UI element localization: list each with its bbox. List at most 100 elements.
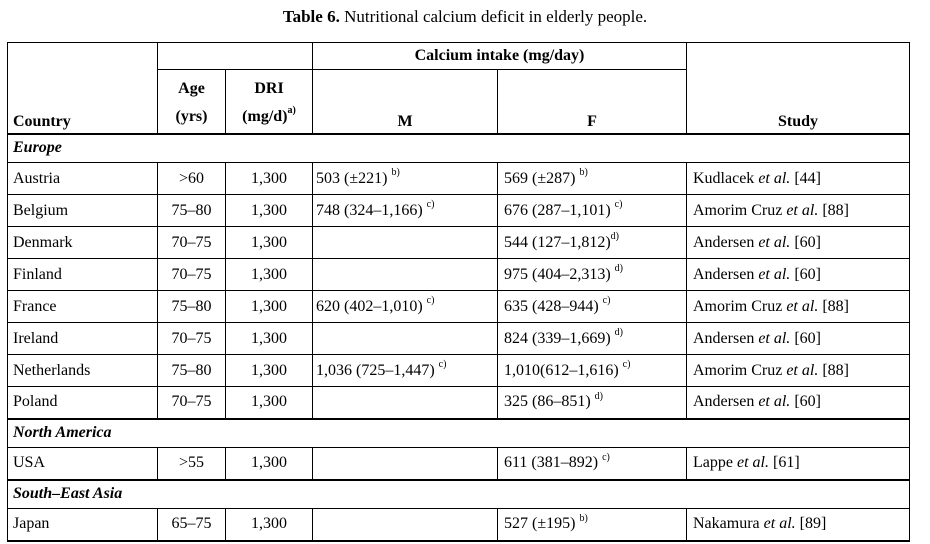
cell-male-intake: 503 (±221) b) [312,162,498,195]
cell-male-intake [312,226,498,259]
study-authors: Amorim Cruz [693,361,787,379]
cell-female-intake: 676 (287–1,101) c) [497,194,687,227]
study-authors: Kudlacek [693,169,759,187]
study-etal: et al. [758,329,791,347]
footnote-marker: b) [391,167,400,179]
country-row: Belgium 75–80 1,300 748 (324–1,166) c) 676 (… [7,194,910,227]
cell-dri: 1,300 [225,354,313,387]
study-reference: [61] [768,454,800,472]
col-header-study: Study [686,42,910,135]
cell-dri: 1,300 [225,162,313,195]
age-header-line2: (yrs) [175,107,208,125]
cell-age: 65–75 [157,508,226,541]
cell-age: 75–80 [157,354,226,387]
study-authors: Lappe [693,454,737,472]
region-row: South–East Asia [7,478,910,509]
dri-footnote-marker: a) [287,105,296,117]
cell-dri: 1,300 [225,258,313,291]
study-reference: [88] [818,297,849,315]
cell-male-intake [312,258,498,291]
cell-country: Japan [7,508,158,541]
footnote-marker: c) [438,359,447,371]
study-reference: [88] [818,361,849,379]
country-row: Poland 70–75 1,300 325 (86–851) d) Andersen … [7,386,910,419]
study-reference: [60] [790,329,821,347]
cell-study: Andersen et al. [60] [686,322,910,355]
cell-study: Amorim Cruz et al. [88] [686,194,910,227]
country-row: Netherlands 75–80 1,300 1,036 (725–1,447) c… [7,354,910,387]
cell-female-intake: 611 (381–892) c) [497,447,687,480]
intake-value: 569 (±287) [504,169,580,187]
region-label: South–East Asia [7,478,910,509]
cell-female-intake: 325 (86–851) d) [497,386,687,419]
study-reference: [88] [818,201,849,219]
cell-male-intake: 620 (402–1,010) c) [312,290,498,323]
intake-value: 635 (428–944) [504,297,603,315]
cell-country: Austria [7,162,158,195]
cell-study: Nakamura et al. [89] [686,508,910,541]
cell-female-intake: 635 (428–944) c) [497,290,687,323]
cell-age: 70–75 [157,386,226,419]
cell-age: 70–75 [157,226,226,259]
cell-country: Finland [7,258,158,291]
region-label: North America [7,417,910,448]
study-etal: et al. [786,361,819,379]
study-etal: et al. [763,515,796,533]
table-caption-text: Nutritional calcium deficit in elderly p… [339,7,648,26]
dri-header-unit: (mg/d) [242,107,288,125]
cell-male-intake [312,386,498,419]
cell-age: 75–80 [157,194,226,227]
footnote-marker: c) [622,359,631,371]
intake-value: 325 (86–851) [504,393,595,411]
cell-age: 70–75 [157,322,226,355]
footnote-marker: c) [614,199,623,211]
cell-female-intake: 975 (404–2,313) d) [497,258,687,291]
cell-study: Andersen et al. [60] [686,258,910,291]
col-header-country: Country [7,42,158,135]
cell-study: Amorim Cruz et al. [88] [686,290,910,323]
col-group-calcium-intake: Calcium intake (mg/day) [312,42,687,70]
cell-dri: 1,300 [225,290,313,323]
header-spacer-cell [157,42,313,70]
footnote-marker: b) [579,512,588,524]
footnote-marker: d) [614,263,623,275]
cell-dri: 1,300 [225,386,313,419]
intake-value: 676 (287–1,101) [504,201,615,219]
age-header-line1: Age [178,79,205,97]
cell-country: USA [7,447,158,480]
col-header-female: F [497,69,687,135]
study-etal: et al. [736,454,769,472]
cell-age: >55 [157,447,226,480]
cell-study: Andersen et al. [60] [686,226,910,259]
cell-female-intake: 824 (339–1,669) d) [497,322,687,355]
cell-female-intake: 527 (±195) b) [497,508,687,541]
col-header-male: M [312,69,498,135]
study-authors: Andersen [693,233,759,251]
study-authors: Nakamura [693,515,764,533]
cell-dri: 1,300 [225,194,313,227]
study-etal: et al. [786,201,819,219]
study-reference: [89] [795,515,827,533]
table-header: Country Calcium intake (mg/day) Study Ag… [7,42,910,135]
cell-country: France [7,290,158,323]
study-etal: et al. [786,297,819,315]
study-etal: et al. [758,169,791,187]
cell-dri: 1,300 [225,447,313,480]
cell-male-intake: 748 (324–1,166) c) [312,194,498,227]
cell-country: Poland [7,386,158,419]
footnote-marker: c) [426,295,435,307]
intake-value: 620 (402–1,010) [316,297,427,315]
table-caption: Table 6. Nutritional calcium deficit in … [0,6,930,28]
study-authors: Amorim Cruz [693,201,787,219]
cell-female-intake: 544 (127–1,812)d) [497,226,687,259]
intake-value: 611 (381–892) [504,454,603,472]
cell-age: 75–80 [157,290,226,323]
country-row: Finland 70–75 1,300 975 (404–2,313) d) Ander… [7,258,910,291]
study-authors: Andersen [693,393,759,411]
study-authors: Andersen [693,265,759,283]
cell-country: Ireland [7,322,158,355]
cell-male-intake [312,447,498,480]
intake-value: 1,036 (725–1,447) [316,361,439,379]
cell-country: Belgium [7,194,158,227]
cell-male-intake [312,508,498,541]
